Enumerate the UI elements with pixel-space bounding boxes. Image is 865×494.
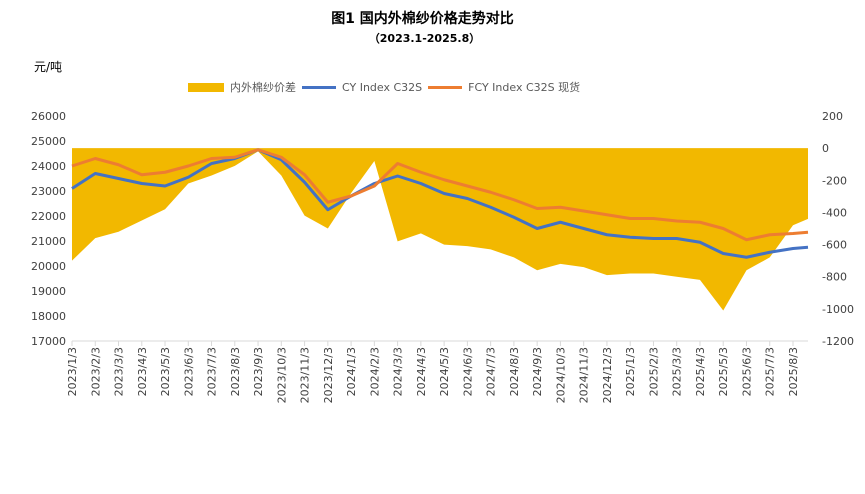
- x-tick-label: 2025/3/3: [671, 347, 684, 396]
- chart-title: 图1 国内外棉纱价格走势对比: [331, 11, 514, 27]
- y-axis-unit: 元/吨: [34, 60, 63, 74]
- legend-label-cy: CY Index C32S: [342, 80, 423, 94]
- legend-swatch-fcy: [428, 85, 463, 89]
- y-tick-label: 18000: [31, 310, 66, 323]
- x-tick-label: 2023/4/3: [136, 347, 149, 396]
- y2-tick-label: 200: [822, 110, 843, 123]
- x-tick-label: 2024/5/3: [438, 347, 451, 396]
- x-tick-label: 2024/12/3: [601, 347, 614, 403]
- legend-swatch-spread: [188, 82, 224, 92]
- x-tick-label: 2025/7/3: [764, 347, 777, 396]
- x-tick-label: 2024/7/3: [485, 347, 498, 396]
- y-tick-label: 19000: [31, 285, 66, 298]
- x-tick-label: 2024/1/3: [345, 347, 358, 396]
- y-tick-label: 24000: [31, 160, 66, 173]
- x-tick-label: 2025/8/3: [787, 347, 800, 396]
- y2-tick-label: -1200: [822, 335, 854, 348]
- x-tick-label: 2024/2/3: [368, 347, 381, 396]
- series-line-cy: [71, 148, 809, 259]
- x-tick-label: 2023/6/3: [182, 347, 195, 396]
- series-line-fcy: [71, 148, 809, 242]
- x-tick-label: 2023/1/3: [66, 347, 79, 396]
- y-tick-label: 20000: [31, 260, 66, 273]
- x-tick-label: 2024/10/3: [554, 347, 567, 403]
- y-tick-label: 26000: [31, 110, 66, 123]
- x-tick-label: 2024/3/3: [392, 347, 405, 396]
- x-tick-label: 2024/8/3: [508, 347, 521, 396]
- y-tick-label: 25000: [31, 135, 66, 148]
- x-tick-label: 2023/5/3: [159, 347, 172, 396]
- y-tick-label: 22000: [31, 210, 66, 223]
- y-tick-label: 23000: [31, 185, 66, 198]
- x-tick-label: 2023/10/3: [275, 347, 288, 403]
- legend-label-fcy: FCY Index C32S 现货: [468, 81, 581, 94]
- x-tick-label: 2025/4/3: [694, 347, 707, 396]
- x-tick-label: 2024/4/3: [415, 347, 428, 396]
- legend-swatch-cy: [302, 85, 336, 89]
- chart-subtitle: （2023.1-2025.8）: [368, 32, 481, 45]
- y2-tick-label: -400: [822, 206, 847, 219]
- y2-tick-label: 0: [822, 142, 829, 155]
- legend-label-spread: 内外棉纱价差: [230, 81, 296, 94]
- legend: 内外棉纱价差 CY Index C32S FCY Index C32S 现货: [188, 79, 580, 95]
- series-area-spread: [72, 148, 808, 311]
- x-tick-label: 2023/12/3: [322, 347, 335, 403]
- x-tick-label: 2023/3/3: [113, 347, 126, 396]
- x-tick-label: 2023/11/3: [299, 347, 312, 403]
- y-tick-label: 21000: [31, 235, 66, 248]
- x-tick-label: 2023/7/3: [206, 347, 219, 396]
- y2-tick-label: -800: [822, 271, 847, 284]
- y2-tick-label: -600: [822, 239, 847, 252]
- x-tick-label: 2024/6/3: [461, 347, 474, 396]
- y2-tick-label: -1000: [822, 303, 854, 316]
- x-tick-label: 2023/9/3: [252, 347, 265, 396]
- y-tick-label: 17000: [31, 335, 66, 348]
- x-tick-label: 2025/6/3: [740, 347, 753, 396]
- x-tick-label: 2023/2/3: [89, 347, 102, 396]
- x-tick-label: 2024/9/3: [531, 347, 544, 396]
- x-tick-label: 2025/5/3: [717, 347, 730, 396]
- x-tick-label: 2025/1/3: [624, 347, 637, 396]
- x-tick-label: 2023/8/3: [229, 347, 242, 396]
- x-tick-label: 2025/2/3: [647, 347, 660, 396]
- y2-tick-label: -200: [822, 174, 847, 187]
- x-tick-label: 2024/11/3: [578, 347, 591, 403]
